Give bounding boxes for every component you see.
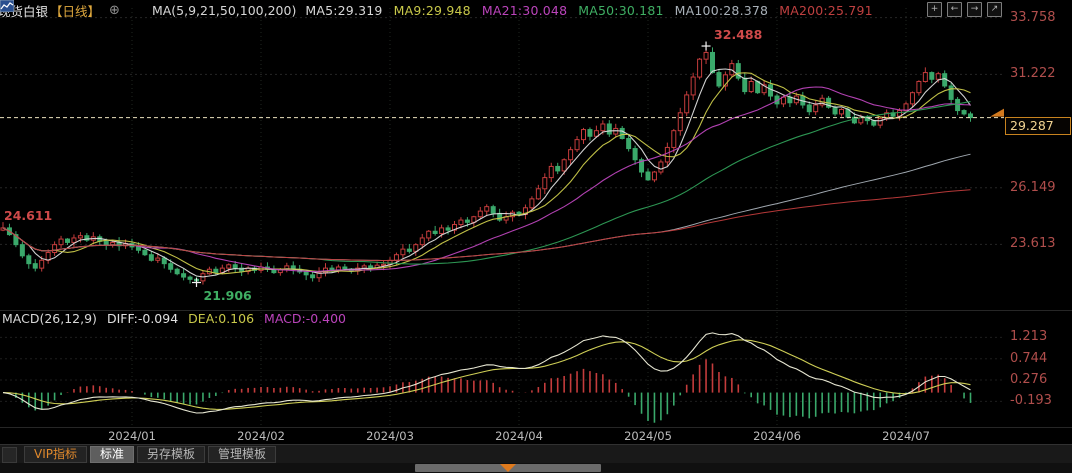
price-axis-label: 26.149: [1010, 179, 1056, 195]
price-annotation: 32.488: [714, 27, 763, 43]
macd-value-label: DEA:0.106: [188, 311, 255, 326]
macd-value-label: MACD:-0.400: [264, 311, 347, 326]
time-axis-label: 2024/07: [882, 429, 930, 443]
add-indicator-icon[interactable]: ⊕: [109, 2, 120, 18]
time-axis-label: 2024/01: [108, 429, 156, 443]
export-chart-icon[interactable]: ↗: [987, 2, 1002, 17]
price-axis-label: 33.758: [1010, 9, 1056, 25]
macd-axis-label: 1.213: [1010, 329, 1048, 345]
template-tabs: VIP指标 标准 另存模板 管理模板: [24, 446, 277, 463]
time-axis-label: 2024/06: [753, 429, 801, 443]
template-tab-VIP指标[interactable]: VIP指标: [24, 446, 87, 463]
macd-axis-label: 0.276: [1010, 372, 1048, 388]
template-tab-标准[interactable]: 标准: [90, 446, 135, 463]
ma-value-label: MA200:25.791: [779, 2, 873, 18]
bottom-bar: VIP指标 标准 另存模板 管理模板: [0, 444, 1072, 464]
ma-settings-label[interactable]: MA(5,9,21,50,100,200): [151, 2, 297, 18]
ma-value-label: MA5:29.319: [305, 2, 383, 18]
crosshair-icon[interactable]: +: [927, 2, 942, 17]
chart-toolbar: + ← → ↗: [927, 2, 1002, 17]
h-scrollbar[interactable]: [0, 463, 1072, 473]
price-axis-label: 23.613: [1010, 236, 1056, 252]
template-tab-另存模板[interactable]: 另存模板: [137, 446, 206, 463]
macd-settings-label[interactable]: MACD(26,12,9): [2, 311, 97, 326]
panel-handle[interactable]: [2, 446, 17, 463]
ma-value-label: MA21:30.048: [481, 2, 568, 18]
ma-value-label: MA100:28.378: [674, 2, 769, 18]
time-axis-label: 2024/02: [237, 429, 285, 443]
time-axis-label: 2024/04: [495, 429, 543, 443]
chart-canvas[interactable]: [0, 0, 1072, 444]
price-annotation: 24.611: [4, 208, 53, 224]
scrollbar-position-arrow: [500, 464, 516, 472]
chart-header: 现货白银 【日线】 ⊕ MA(5,9,21,50,100,200) MA5:29…: [0, 0, 922, 20]
scroll-left-icon[interactable]: ←: [947, 2, 962, 17]
time-axis-label: 2024/05: [624, 429, 672, 443]
price-annotation: 21.906: [203, 287, 252, 303]
macd-value-label: DIFF:-0.094: [106, 311, 179, 326]
ma-values-legend: MA5:29.319 MA9:29.948 MA21:30.048 MA50:30.1…: [305, 3, 872, 18]
chart-style-icon[interactable]: [0, 0, 143, 16]
macd-axis-label: -0.193: [1010, 393, 1052, 409]
macd-axis-label: 0.744: [1010, 350, 1048, 366]
template-tab-管理模板[interactable]: 管理模板: [208, 446, 277, 463]
macd-header: MACD(26,12,9) DIFF:-0.094 DEA:0.106 MACD:-…: [2, 311, 346, 326]
current-price-value: 29.287: [1010, 117, 1054, 133]
scroll-right-icon[interactable]: →: [967, 2, 982, 17]
period-label[interactable]: 【日线】: [50, 3, 101, 19]
macd-values-legend: DIFF:-0.094 DEA:0.106 MACD:-0.400: [107, 311, 346, 326]
ma-value-label: MA9:29.948: [393, 2, 471, 18]
time-axis-label: 2024/03: [366, 429, 414, 443]
price-axis-label: 31.222: [1010, 66, 1056, 82]
current-price-tag: 29.287: [1005, 116, 1071, 135]
ma-value-label: MA50:30.181: [578, 2, 664, 18]
